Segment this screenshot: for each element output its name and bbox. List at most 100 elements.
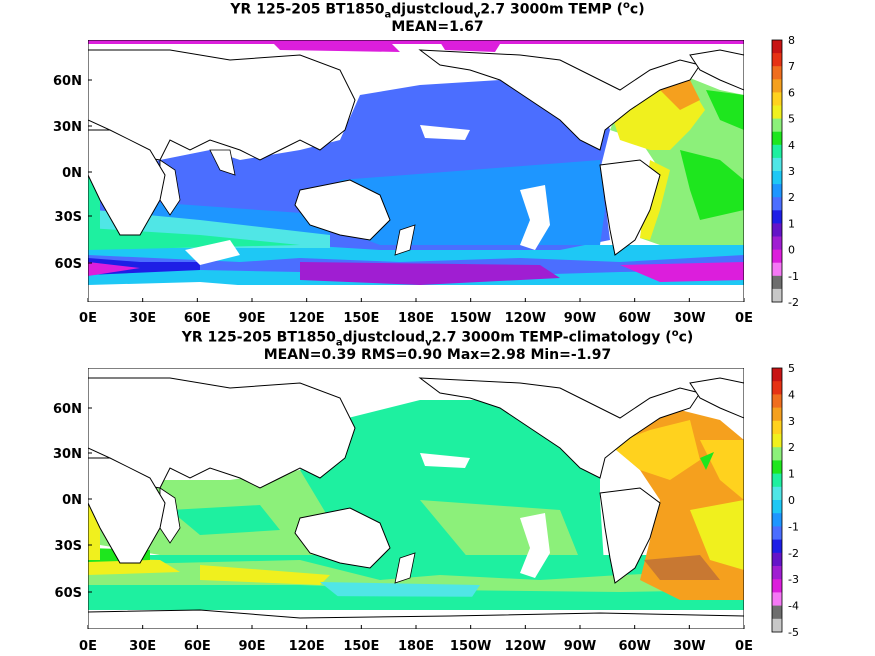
colorbar-swatch <box>772 66 782 80</box>
x-tick-label: 60E <box>184 639 211 654</box>
x-tick-label: 60W <box>618 311 650 326</box>
x-tick-label: 180E <box>398 639 434 654</box>
colorbar-swatch <box>772 79 782 93</box>
panel1-colorbar: 8 7 6 5 4 3 2 1 0 -1 -2 <box>771 34 799 309</box>
panel1-title: YR 125-205 BT1850adjustcloudv2.7 3000m T… <box>230 0 645 21</box>
colorbar-swatch <box>772 420 782 435</box>
colorbar-swatch <box>772 368 782 382</box>
colorbar-tick-label: 3 <box>788 165 795 178</box>
x-tick-label: 150E <box>343 639 379 654</box>
colorbar-swatch <box>772 157 782 172</box>
colorbar-tick-label: 5 <box>788 362 795 375</box>
y-tick-label: 30S <box>55 539 82 554</box>
colorbar-swatch <box>772 539 782 554</box>
panel1-map <box>88 40 744 302</box>
colorbar-swatch <box>772 552 782 567</box>
colorbar-swatch <box>772 288 782 303</box>
colorbar-tick-label: -2 <box>788 547 799 560</box>
x-tick-label: 30W <box>673 311 705 326</box>
panel1-stats: MEAN=1.67 <box>391 19 484 35</box>
colorbar-swatch <box>772 500 782 514</box>
colorbar-swatch <box>772 605 782 620</box>
colorbar-swatch <box>772 144 782 159</box>
colorbar-swatch <box>772 526 782 541</box>
x-tick-label: 30E <box>129 311 156 326</box>
colorbar-swatch <box>772 40 782 54</box>
x-tick-label: 0E <box>735 639 753 654</box>
y-tick-label: 0N <box>62 493 82 508</box>
colorbar-swatch <box>772 275 782 290</box>
colorbar-tick-label: 0 <box>788 244 795 257</box>
colorbar-frame <box>771 39 783 303</box>
colorbar-swatch <box>772 210 782 224</box>
colorbar-tick-label: 5 <box>788 113 795 126</box>
colorbar-swatch <box>772 118 782 133</box>
y-tick-label: 60S <box>55 586 82 601</box>
colorbar-tick-label: 4 <box>788 388 795 401</box>
colorbar-tick-label: 7 <box>788 60 795 73</box>
colorbar-tick-label: 2 <box>788 441 795 454</box>
x-tick-label: 0E <box>735 311 753 326</box>
colorbar-swatch <box>772 579 782 593</box>
colorbar-swatch <box>772 513 782 527</box>
colorbar-swatch <box>772 566 782 580</box>
colorbar-swatch <box>772 407 782 422</box>
colorbar-swatch <box>772 197 782 211</box>
x-tick-label: 90E <box>239 639 266 654</box>
y-tick-label: 60N <box>53 74 82 89</box>
x-tick-label: 0E <box>79 311 97 326</box>
panel2-stats: MEAN=0.39 RMS=0.90 Max=2.98 Min=-1.97 <box>263 347 612 363</box>
colorbar-tick-label: -3 <box>788 573 799 586</box>
colorbar-tick-label: 1 <box>788 468 795 481</box>
colorbar-frame <box>771 367 783 633</box>
y-tick-label: 60N <box>53 402 82 417</box>
x-tick-label: 60W <box>618 639 650 654</box>
colorbar-swatch <box>772 592 782 607</box>
x-tick-label: 30W <box>673 639 705 654</box>
colorbar-swatch <box>772 486 782 501</box>
colorbar-tick-label: 3 <box>788 415 795 428</box>
colorbar-swatch <box>772 223 782 237</box>
colorbar-tick-label: 6 <box>788 86 795 99</box>
colorbar-swatch <box>772 447 782 461</box>
colorbar-tick-label: 0 <box>788 494 795 507</box>
panel2-map <box>88 368 744 629</box>
y-tick-label: 60S <box>55 257 82 272</box>
colorbar-tick-label: -1 <box>788 270 799 283</box>
colorbar-swatch <box>772 262 782 277</box>
x-tick-label: 150E <box>343 311 379 326</box>
x-tick-label: 0E <box>79 639 97 654</box>
panel2-axes: 0E 30E 60E 90E 120E 150E 180E 150W 120W 90W 60W 30W… <box>53 402 753 654</box>
colorbar-swatch <box>772 236 782 251</box>
x-tick-label: 120W <box>505 639 546 654</box>
colorbar-swatch <box>772 434 782 448</box>
colorbar-swatch <box>772 184 782 198</box>
colorbar-tick-label: -1 <box>788 520 799 533</box>
colorbar-tick-label: 4 <box>788 139 795 152</box>
x-tick-label: 60E <box>184 311 211 326</box>
colorbar-tick-label: -5 <box>788 626 799 639</box>
colorbar-swatch <box>772 618 782 633</box>
panel2-colorbar: 5 4 3 2 1 0 -1 -2 -3 -4 -5 <box>771 362 799 639</box>
colorbar-tick-label: 8 <box>788 34 795 47</box>
panel1-axes: 0E 30E 60E 90E 120E 150E 180E 150W 120W 90W 60W 30W… <box>53 74 753 326</box>
colorbar-tick-label: -4 <box>788 600 799 613</box>
x-tick-label: 120E <box>289 311 325 326</box>
x-tick-label: 150W <box>450 639 491 654</box>
x-tick-label: 120E <box>289 639 325 654</box>
x-tick-label: 150W <box>450 311 491 326</box>
colorbar-swatch <box>772 131 782 146</box>
x-tick-label: 180E <box>398 311 434 326</box>
x-tick-label: 90W <box>564 639 596 654</box>
colorbar-swatch <box>772 473 782 488</box>
y-tick-label: 30N <box>53 447 82 462</box>
x-tick-label: 30E <box>129 639 156 654</box>
x-tick-label: 90E <box>239 311 266 326</box>
colorbar-swatch <box>772 460 782 475</box>
colorbar-swatch <box>772 249 782 264</box>
colorbar-swatch <box>772 381 782 395</box>
colorbar-swatch <box>772 53 782 67</box>
colorbar-tick-label: 2 <box>788 191 795 204</box>
y-tick-label: 30S <box>55 210 82 225</box>
